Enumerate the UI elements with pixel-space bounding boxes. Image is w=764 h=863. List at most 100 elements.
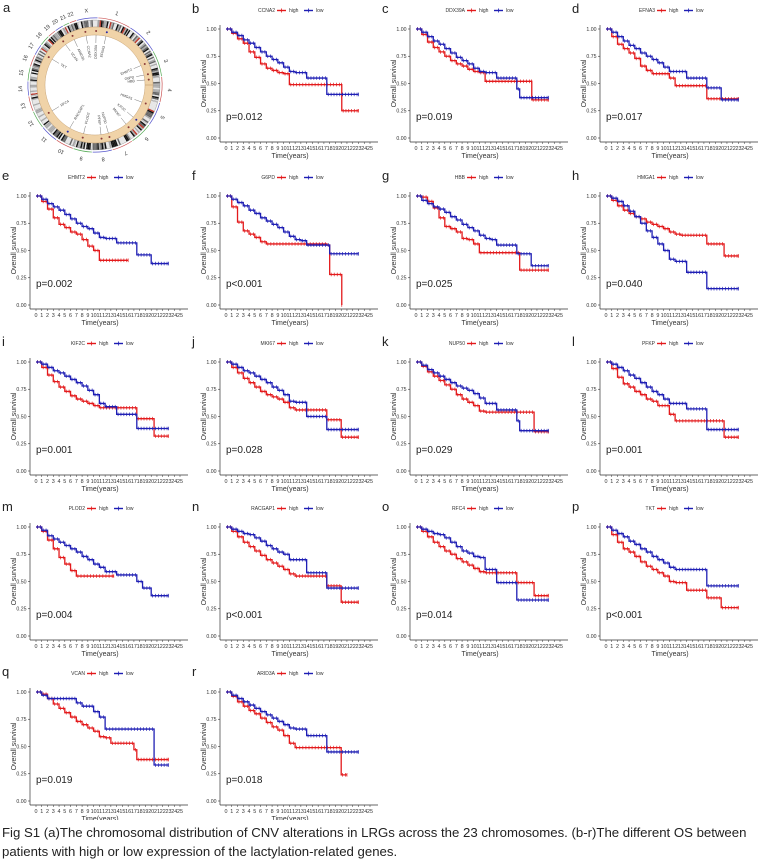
chromosome-band — [32, 64, 41, 68]
x-tick-label: 6 — [259, 644, 262, 650]
p-value: p=0.012 — [226, 112, 263, 123]
x-tick-label: 22 — [350, 479, 356, 485]
x-tick-label: 2 — [46, 644, 49, 650]
x-tick-label: 4 — [628, 479, 631, 485]
legend: NUP50 high low — [449, 341, 514, 347]
x-tick-label: 10 — [661, 313, 667, 319]
chromosome-band — [100, 20, 103, 28]
chromosome-band — [130, 33, 136, 40]
x-tick-label: 15 — [119, 313, 125, 319]
x-tick-label: 2 — [236, 313, 239, 319]
x-tick-label: 4 — [438, 644, 441, 650]
legend-marker-high — [469, 341, 474, 346]
chromosome-band — [112, 139, 117, 147]
chromosome-band — [40, 49, 47, 55]
x-tick-label: 15 — [499, 479, 505, 485]
x-tick-label: 0 — [605, 313, 608, 319]
x-tick-label: 18 — [517, 644, 523, 650]
x-tick-label: 20 — [338, 313, 344, 319]
y-tick-label: 1.00 — [206, 525, 216, 531]
y-tick-label: 0.75 — [16, 552, 26, 558]
p-value: p=0.014 — [416, 610, 453, 621]
x-tick-label: 15 — [689, 479, 695, 485]
legend-marker-high — [279, 175, 284, 180]
chromosome-label: 6 — [143, 135, 149, 141]
x-tick-label: 6 — [449, 146, 452, 152]
x-tick-label: 23 — [735, 146, 741, 152]
y-tick-label: 1.00 — [206, 360, 216, 366]
x-tick-label: 23 — [355, 644, 361, 650]
chromosome-outer-arc — [28, 96, 34, 112]
x-tick-label: 21 — [344, 809, 350, 815]
y-tick-label: 0.75 — [586, 54, 596, 60]
chromosome-label: 12 — [27, 119, 35, 127]
p-value: p<0.001 — [226, 610, 263, 621]
x-tick-label: 10 — [281, 809, 287, 815]
chromosome-band — [75, 140, 80, 148]
chromosome-band — [110, 140, 114, 148]
x-tick-label: 2 — [426, 479, 429, 485]
legend-marker-high — [469, 8, 474, 13]
x-tick-label: 17 — [511, 479, 517, 485]
x-tick-label: 3 — [242, 479, 245, 485]
chromosome-band — [118, 25, 124, 33]
chromosome-outer-arc — [69, 20, 77, 24]
panel-label: i — [2, 334, 5, 349]
km-curve-low — [606, 361, 739, 431]
chromosome-band — [107, 21, 111, 29]
x-axis-label: Time(years) — [461, 153, 498, 160]
x-tick-label: 6 — [449, 313, 452, 319]
x-tick-label: 20 — [528, 313, 534, 319]
x-tick-label: 18 — [327, 479, 333, 485]
x-tick-label: 12 — [292, 809, 298, 815]
x-tick-label: 13 — [678, 479, 684, 485]
chromosome-band — [30, 92, 38, 96]
y-tick-label: 0.75 — [396, 552, 406, 558]
x-tick-label: 9 — [656, 479, 659, 485]
y-axis-label: Overall survival — [11, 226, 18, 274]
x-tick-label: 13 — [298, 146, 304, 152]
km-curve-high — [606, 28, 739, 100]
legend-title: ARID3A — [257, 671, 276, 677]
chromosome-band — [92, 142, 95, 150]
y-tick-label: 0.50 — [586, 414, 596, 420]
y-tick-label: 0.50 — [16, 579, 26, 585]
chromosome-band — [150, 100, 158, 104]
chromosome-band — [141, 117, 149, 124]
x-tick-label: 24 — [171, 809, 177, 815]
legend-label-low: low — [316, 341, 324, 347]
x-tick-label: 11 — [97, 809, 103, 815]
chromosome-band — [152, 87, 160, 90]
chromosome-band — [62, 27, 68, 35]
chromosome-band — [80, 21, 84, 29]
legend: MKI67 high low — [261, 341, 324, 347]
chromosome-band — [67, 25, 72, 33]
x-tick-label: 2 — [426, 146, 429, 152]
chromosome-band — [125, 29, 131, 37]
x-tick-label: 11 — [667, 644, 673, 650]
x-tick-label: 19 — [332, 479, 338, 485]
x-tick-label: 22 — [730, 479, 736, 485]
x-tick-label: 11 — [287, 809, 293, 815]
cnv-marker — [127, 126, 130, 129]
chromosome-outer-arc — [33, 111, 43, 128]
x-tick-label: 18 — [707, 644, 713, 650]
x-tick-label: 21 — [534, 146, 540, 152]
x-tick-label: 7 — [645, 146, 648, 152]
gene-label: ARID3A — [76, 48, 85, 62]
chromosome-outer-arc — [73, 148, 92, 153]
chromosome-band — [30, 76, 38, 79]
y-tick-label: 1.00 — [396, 27, 406, 33]
x-tick-label: 1 — [610, 644, 613, 650]
y-tick-label: 0.75 — [586, 387, 596, 393]
x-tick-label: 1 — [420, 313, 423, 319]
x-tick-label: 0 — [605, 479, 608, 485]
y-tick-label: 0.50 — [206, 579, 216, 585]
x-tick-label: 25 — [747, 146, 753, 152]
km-curve-high — [416, 526, 549, 597]
y-tick-label: 0.00 — [206, 799, 216, 805]
